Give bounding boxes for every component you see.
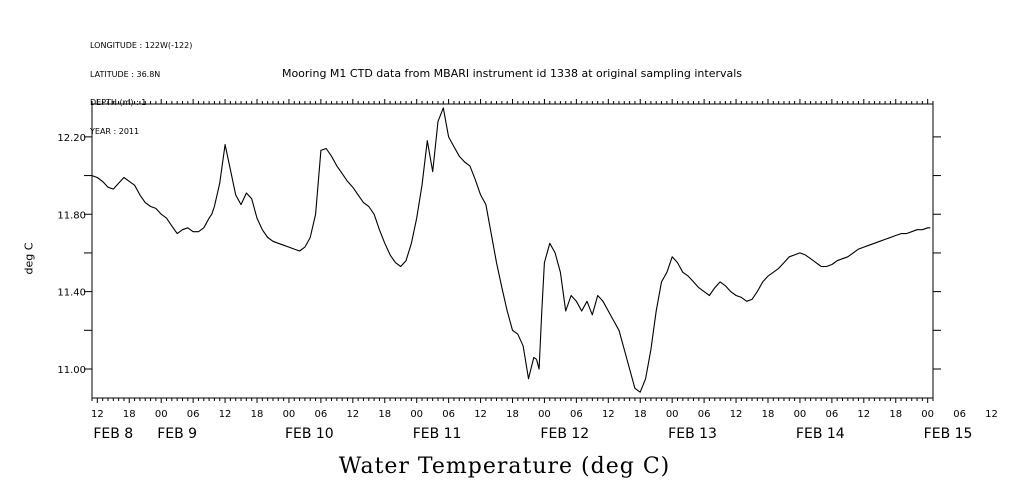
x-hour-label: 06 <box>187 409 200 420</box>
x-hour-label: 12 <box>346 409 359 420</box>
y-tick-label: 11.00 <box>57 365 86 376</box>
x-hour-label: 12 <box>219 409 232 420</box>
metadata-block: LONGITUDE : 122W(-122) LATITUDE : 36.8N … <box>90 22 192 146</box>
x-hour-label: 18 <box>762 409 775 420</box>
minor-ticks <box>91 99 934 403</box>
x-hour-label: 12 <box>857 409 870 420</box>
x-hour-label: 06 <box>825 409 838 420</box>
x-hour-label: 12 <box>474 409 487 420</box>
x-hour-label: 00 <box>155 409 168 420</box>
plot-frame <box>91 103 934 399</box>
x-hour-label: 06 <box>953 409 966 420</box>
y-tick-label: 11.80 <box>57 210 86 221</box>
x-day-label: FEB 12 <box>540 426 589 442</box>
year-text: YEAR : 2011 <box>90 126 140 136</box>
x-day-label: FEB 11 <box>413 426 462 442</box>
x-hour-label: 18 <box>889 409 902 420</box>
series-line <box>91 107 537 380</box>
x-day-label: FEB 8 <box>93 426 133 442</box>
x-hour-label: 18 <box>123 409 136 420</box>
x-day-label: FEB 10 <box>285 426 334 442</box>
y-axis: 11.00 11.40 11.80 12.20 <box>57 133 941 376</box>
x-hour-label: 00 <box>410 409 423 420</box>
x-hour-label: 06 <box>315 409 328 420</box>
x-hour-label: 00 <box>283 409 296 420</box>
x-day-label: FEB 14 <box>796 426 845 442</box>
x-hour-label: 12 <box>91 409 104 420</box>
x-hour-label: 18 <box>251 409 264 420</box>
x-hour-label: 12 <box>985 409 998 420</box>
x-hour-label: 18 <box>634 409 647 420</box>
series-line <box>535 227 931 393</box>
series-group <box>91 107 931 393</box>
y-tick-label: 11.40 <box>57 288 86 299</box>
x-axis-day-labels: FEB 8 FEB 9 FEB 10 FEB 11 FEB 12 FEB 13 FEB 14… <box>93 426 972 442</box>
y-axis-label: deg C <box>22 242 36 275</box>
depth-text: DEPTH (m) : 1 <box>90 98 147 107</box>
x-hour-label: 06 <box>442 409 455 420</box>
x-hour-label: 00 <box>794 409 807 420</box>
x-hour-label: 12 <box>602 409 615 420</box>
y-tick-label: 12.20 <box>57 133 86 144</box>
variable-title: Water Temperature (deg C) <box>338 454 671 479</box>
x-hour-label: 18 <box>378 409 391 420</box>
x-hour-label: 06 <box>570 409 583 420</box>
x-day-label: FEB 15 <box>924 426 973 442</box>
longitude-text: LONGITUDE : 122W(-122) <box>90 41 193 50</box>
x-hour-label: 00 <box>921 409 934 420</box>
x-hour-label: 06 <box>698 409 711 420</box>
x-day-label: FEB 13 <box>668 426 717 442</box>
x-axis-hour-labels: 12 18 00 06 12 18 00 06 12 18 00 06 12 18 00 06 12 18 00 06… <box>91 409 998 420</box>
latitude-text: LATITUDE : 36.8N <box>90 69 161 79</box>
x-hour-label: 12 <box>730 409 743 420</box>
x-day-label: FEB 9 <box>157 426 197 442</box>
x-hour-label: 00 <box>666 409 679 420</box>
x-hour-label: 18 <box>506 409 519 420</box>
x-hour-label: 00 <box>538 409 551 420</box>
chart-title: Mooring M1 CTD data from MBARI instrumen… <box>281 67 743 80</box>
